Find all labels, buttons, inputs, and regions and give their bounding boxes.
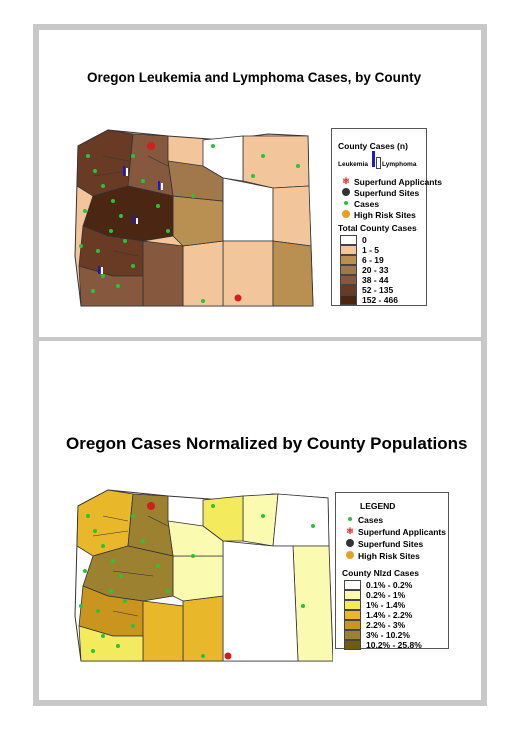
legend-bar-left: Leukemia (338, 161, 368, 168)
legend-class-label: 1 - 5 (362, 245, 380, 255)
county (272, 240, 314, 307)
figure-frame: Oregon Leukemia and Lymphoma Cases, by C… (33, 24, 487, 706)
top-oregon-map (74, 129, 314, 307)
superfund-site-icon (346, 539, 354, 547)
county (142, 600, 184, 662)
bottom-legend: LEGEND Cases ⚛ Superfund Applicants Supe… (335, 492, 449, 650)
county (172, 555, 224, 602)
top-map-title: Oregon Leukemia and Lymphoma Cases, by C… (87, 70, 422, 85)
legend-class-label: 52 - 135 (362, 285, 394, 295)
superfund-applicant-icon: ⚛ (342, 176, 351, 186)
top-legend: County Cases (n) Leukemia Lymphoma ⚛ Sup… (331, 128, 442, 306)
legend-symbol: Cases (354, 199, 380, 209)
bottom-map-title: Oregon Cases Normalized by County Popula… (66, 434, 468, 453)
superfund-applicant-icon: ⚛ (346, 526, 355, 536)
legend-class-label: 38 - 44 (362, 275, 389, 285)
county (182, 595, 224, 662)
legend-symbol: Superfund Applicants (354, 177, 442, 187)
legend-symbol: Superfund Sites (354, 188, 420, 198)
legend-swatch (340, 265, 357, 275)
legend-class-label: 2.2% - 3% (366, 620, 406, 630)
legend-class-label: 1% - 1.4% (366, 600, 406, 610)
panel-divider (39, 337, 481, 341)
county (142, 240, 184, 307)
bottom-oregon-map (74, 489, 333, 662)
legend-swatch (344, 580, 361, 590)
legend-class-label: 0.1% - 0.2% (366, 580, 413, 590)
superfund-site-icon (342, 188, 350, 196)
county (292, 545, 333, 662)
county (127, 493, 174, 557)
county (182, 240, 224, 307)
county (76, 489, 134, 557)
legend-swatch (340, 235, 357, 245)
legend-class-label: 152 - 466 (362, 295, 398, 305)
legend-swatch (340, 295, 357, 305)
county (222, 177, 274, 242)
legend-symbol: Superfund Sites (358, 539, 424, 549)
county (272, 493, 330, 547)
legend-class-label: 3% - 10.2% (366, 630, 410, 640)
county (272, 185, 312, 247)
county (76, 129, 134, 197)
case-dot-icon (348, 517, 352, 521)
lymphoma-bar-icon (376, 157, 381, 169)
legend-swatch (344, 630, 361, 640)
county (222, 540, 299, 662)
legend-class-label: 0 (362, 235, 367, 245)
legend-class-label: 10.2% - 25.8% (366, 640, 422, 650)
legend-swatch (344, 600, 361, 610)
county (127, 133, 174, 197)
legend-swatch (344, 610, 361, 620)
legend-heading: County Cases (n) (338, 141, 408, 151)
legend-class-label: 6 - 19 (362, 255, 384, 265)
leukemia-bar-icon (372, 151, 375, 167)
legend-symbol: High Risk Sites (358, 551, 420, 561)
legend-swatch (344, 620, 361, 630)
county (242, 493, 279, 547)
legend-symbol: High Risk Sites (354, 210, 416, 220)
high-risk-site-icon (342, 210, 350, 218)
legend-class-label: 0.2% - 1% (366, 590, 406, 600)
county (172, 195, 224, 247)
legend-swatch (340, 285, 357, 295)
county (78, 265, 144, 307)
legend-class-label: 20 - 33 (362, 265, 389, 275)
legend-classes-title: County Nlzd Cases (342, 568, 419, 578)
county (222, 240, 274, 307)
high-risk-site-icon (346, 551, 354, 559)
legend-symbol: Superfund Applicants (358, 527, 446, 537)
legend-symbol: Cases (358, 515, 384, 525)
legend-swatch (340, 275, 357, 285)
legend-swatch (340, 245, 357, 255)
county (242, 135, 310, 189)
legend-bar-right: Lymphoma (382, 161, 417, 168)
legend-heading: LEGEND (360, 501, 396, 511)
legend-swatch (344, 640, 361, 650)
county (78, 625, 144, 662)
legend-swatch (340, 255, 357, 265)
case-dot-icon (344, 201, 348, 205)
legend-class-label: 1.4% - 2.2% (366, 610, 413, 620)
legend-swatch (344, 590, 361, 600)
legend-classes-title: Total County Cases (338, 223, 417, 233)
